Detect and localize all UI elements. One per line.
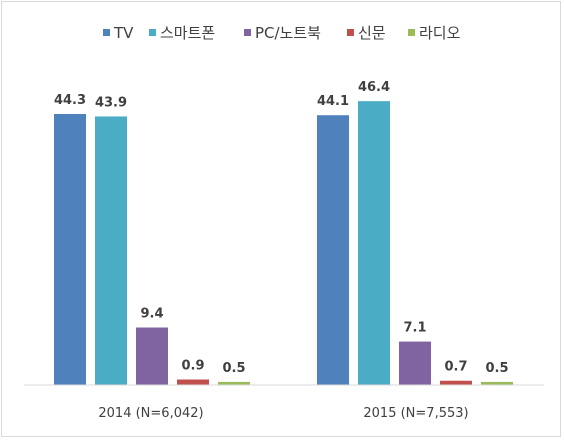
legend-swatch [103,29,110,36]
data-label-1-4: 0.9 [181,358,204,373]
bar-1-3 [136,327,168,385]
bar-1-2 [95,116,127,385]
bar-2-1 [317,115,349,385]
data-label-1-1: 44.3 [54,93,86,108]
legend-label: PC/노트북 [255,24,321,42]
data-label-1-2: 43.9 [95,95,127,110]
legend-label: 라디오 [419,24,461,42]
data-label-1-3: 9.4 [140,306,163,321]
bar-2-4 [440,380,472,385]
bar-1-4 [177,379,209,385]
data-label-2-2: 46.4 [358,80,390,95]
legend-label: 스마트폰 [160,24,215,42]
legend-swatch [244,29,251,36]
legend-item-1: TV [103,24,134,42]
legend-item-2: 스마트폰 [149,24,215,42]
bar-2-2 [358,101,390,385]
data-label-2-3: 7.1 [403,321,426,336]
legend-swatch [347,29,354,36]
data-label-2-5: 0.5 [485,361,508,376]
category-label-2: 2015 (N=7,553) [363,406,468,421]
legend-label: TV [113,24,134,42]
data-label-2-4: 0.7 [444,360,467,375]
bar-1-5 [218,381,250,385]
data-label-1-5: 0.5 [222,361,245,376]
bar-2-5 [481,381,513,385]
legend-label: 신문 [358,24,386,42]
legend: TV 스마트폰 PC/노트북 신문 라디오 [103,24,461,42]
legend-swatch [149,29,156,36]
category-label-1: 2014 (N=6,042) [98,406,203,421]
bar-2-3 [399,341,431,385]
data-label-2-1: 44.1 [317,94,349,109]
legend-item-3: PC/노트북 [244,24,321,42]
legend-item-5: 라디오 [408,24,461,42]
bar-1-1 [54,114,86,385]
legend-swatch [408,29,415,36]
category-labels: 2014 (N=6,042) 2015 (N=7,553) [98,406,468,421]
value-labels: 44.3 43.9 9.4 0.9 0.5 44.1 46.4 7.1 0.7 0.5 [54,80,509,376]
legend-item-4: 신문 [347,24,386,42]
bars [54,101,513,385]
